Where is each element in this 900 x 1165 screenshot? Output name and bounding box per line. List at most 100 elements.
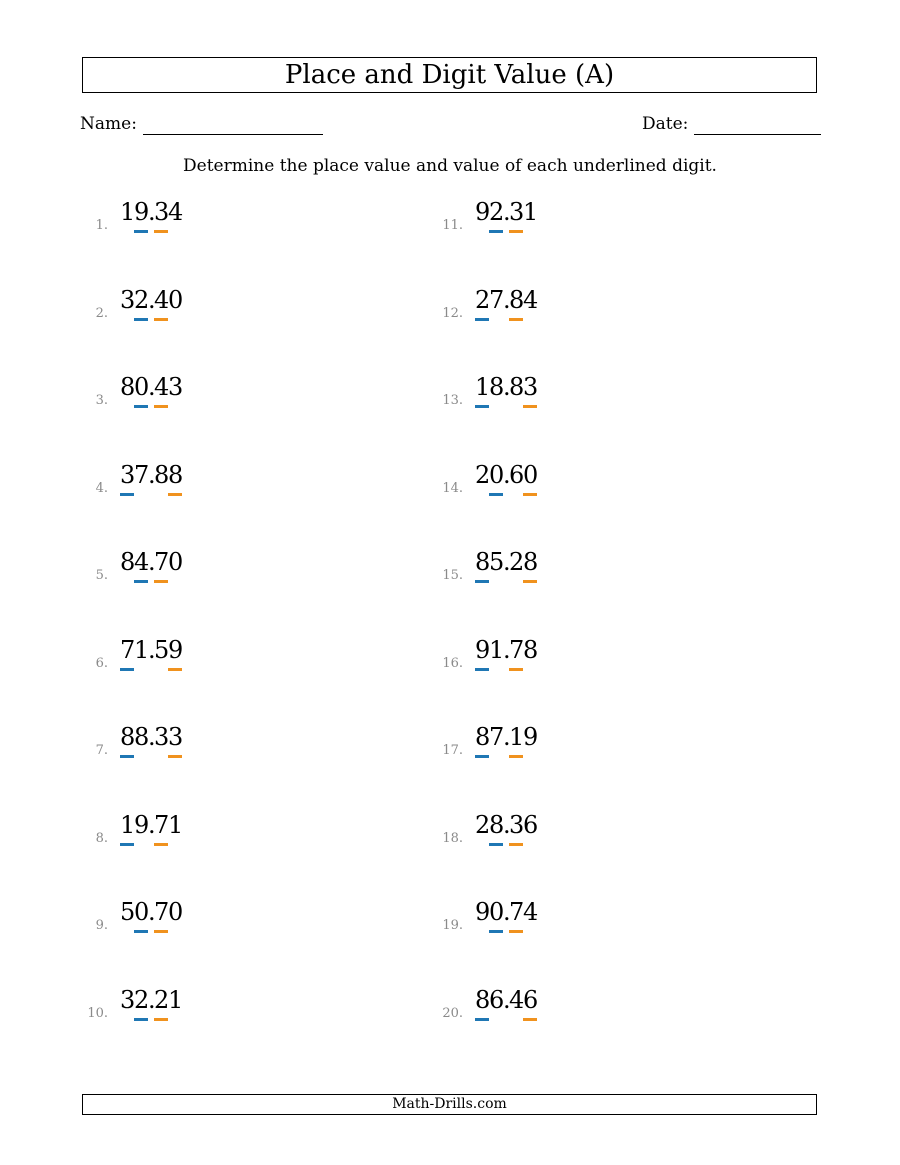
problem-item: 15. 85.28 bbox=[0, 547, 538, 587]
problem-value: 91.78 bbox=[475, 635, 539, 671]
problem-item: 6. 71.59 bbox=[0, 635, 183, 675]
underlined-digit-second: 2 bbox=[154, 985, 170, 1021]
problem-number: 4. bbox=[95, 480, 108, 496]
digit: 1 bbox=[120, 198, 136, 226]
underlined-digit-second: 6 bbox=[523, 985, 539, 1021]
digit: 9 bbox=[134, 810, 150, 839]
digit: 1 bbox=[168, 985, 184, 1014]
digit: 7 bbox=[489, 285, 505, 314]
problem-item: 1. 19.34 bbox=[0, 197, 183, 237]
problem-number: 9. bbox=[95, 918, 108, 933]
problem-value: 80.43 bbox=[120, 372, 183, 408]
decimal-point: . bbox=[503, 723, 511, 751]
problem-value: 87.19 bbox=[475, 722, 539, 758]
problem-item: 13. 18.83 bbox=[0, 372, 538, 412]
digit: 6 bbox=[509, 460, 525, 489]
underlined-digit-first: 2 bbox=[489, 198, 505, 233]
digit: 2 bbox=[509, 548, 525, 576]
problem-item: 16. 91.78 bbox=[0, 635, 538, 675]
underlined-digit-first: 9 bbox=[475, 635, 491, 671]
underlined-digit-second: 8 bbox=[168, 460, 184, 496]
underlined-digit-second: 0 bbox=[523, 460, 539, 496]
problem-value: 28.36 bbox=[475, 810, 538, 846]
digit: 8 bbox=[509, 373, 525, 401]
problem-number: 2. bbox=[95, 305, 108, 321]
decimal-point: . bbox=[148, 285, 156, 314]
problem-value: 84.70 bbox=[120, 547, 184, 583]
underlined-digit-first: 2 bbox=[134, 285, 150, 321]
decimal-point: . bbox=[503, 285, 511, 314]
problem-value: 19.71 bbox=[120, 810, 184, 846]
underlined-digit-second: 7 bbox=[154, 548, 170, 583]
problem-item: 4. 37.88 bbox=[0, 460, 183, 500]
problem-value: 20.60 bbox=[475, 460, 539, 496]
underlined-digit-second: 3 bbox=[154, 198, 170, 233]
digit: 2 bbox=[475, 810, 491, 839]
underlined-digit-second: 8 bbox=[509, 285, 525, 321]
decimal-point: . bbox=[148, 723, 156, 751]
underlined-digit-second: 3 bbox=[523, 373, 539, 408]
decimal-point: . bbox=[148, 373, 156, 401]
digit: 6 bbox=[489, 985, 505, 1014]
digit: 0 bbox=[168, 285, 184, 314]
decimal-point: . bbox=[503, 548, 511, 576]
problem-value: 71.59 bbox=[120, 635, 184, 671]
digit: 8 bbox=[523, 635, 539, 664]
problem-value: 92.31 bbox=[475, 197, 539, 233]
underlined-digit-second: 3 bbox=[509, 810, 525, 846]
name-label: Name: bbox=[80, 114, 137, 134]
problem-number: 16. bbox=[442, 655, 463, 671]
digit: 3 bbox=[120, 285, 136, 314]
problem-value: 50.70 bbox=[120, 897, 184, 933]
decimal-point: . bbox=[503, 460, 511, 489]
underlined-digit-first: 1 bbox=[120, 810, 136, 846]
decimal-point: . bbox=[503, 985, 511, 1014]
problem-number: 15. bbox=[442, 568, 463, 583]
digit: 8 bbox=[120, 548, 136, 576]
digit: 7 bbox=[134, 460, 150, 489]
digit: 1 bbox=[523, 198, 539, 226]
problem-value: 85.28 bbox=[475, 547, 538, 583]
underlined-digit-second: 4 bbox=[154, 285, 170, 321]
digit: 9 bbox=[475, 198, 491, 226]
problem-item: 8. 19.71 bbox=[0, 810, 183, 850]
digit: 5 bbox=[489, 548, 505, 576]
name-blank[interactable] bbox=[143, 134, 323, 135]
digit: 0 bbox=[168, 548, 184, 576]
digit: 9 bbox=[523, 723, 539, 751]
digit: 9 bbox=[475, 898, 491, 926]
problem-item: 19. 90.74 bbox=[0, 897, 538, 937]
problem-value: 18.83 bbox=[475, 372, 539, 408]
problem-item: 20. 86.46 bbox=[0, 985, 538, 1025]
decimal-point: . bbox=[503, 373, 511, 401]
digit: 0 bbox=[168, 898, 184, 926]
digit: 7 bbox=[489, 723, 505, 751]
problem-item: 10. 32.21 bbox=[0, 985, 183, 1025]
date-label: Date: bbox=[642, 114, 689, 134]
underlined-digit-second: 9 bbox=[168, 635, 184, 671]
underlined-digit-second: 1 bbox=[509, 723, 525, 758]
problem-number: 18. bbox=[442, 830, 463, 846]
decimal-point: . bbox=[148, 985, 156, 1014]
worksheet-title: Place and Digit Value (A) bbox=[82, 57, 817, 93]
problem-number: 20. bbox=[442, 1005, 463, 1021]
problem-item: 18. 28.36 bbox=[0, 810, 538, 850]
decimal-point: . bbox=[148, 898, 156, 926]
problem-number: 12. bbox=[442, 305, 463, 321]
problem-number: 14. bbox=[442, 480, 463, 496]
digit: 5 bbox=[120, 898, 136, 926]
problem-number: 19. bbox=[442, 918, 463, 933]
underlined-digit-first: 2 bbox=[134, 985, 150, 1021]
underlined-digit-first: 7 bbox=[120, 635, 136, 671]
problem-item: 11. 92.31 bbox=[0, 197, 538, 237]
digit: 4 bbox=[523, 898, 539, 926]
digit: 1 bbox=[168, 810, 184, 839]
problem-item: 3. 80.43 bbox=[0, 372, 183, 412]
problem-item: 5. 84.70 bbox=[0, 547, 183, 587]
digit: 2 bbox=[475, 460, 491, 489]
underlined-digit-first: 0 bbox=[134, 373, 150, 408]
problem-number: 7. bbox=[95, 743, 108, 758]
decimal-point: . bbox=[503, 198, 511, 226]
date-blank[interactable] bbox=[694, 134, 821, 135]
decimal-point: . bbox=[148, 198, 156, 226]
